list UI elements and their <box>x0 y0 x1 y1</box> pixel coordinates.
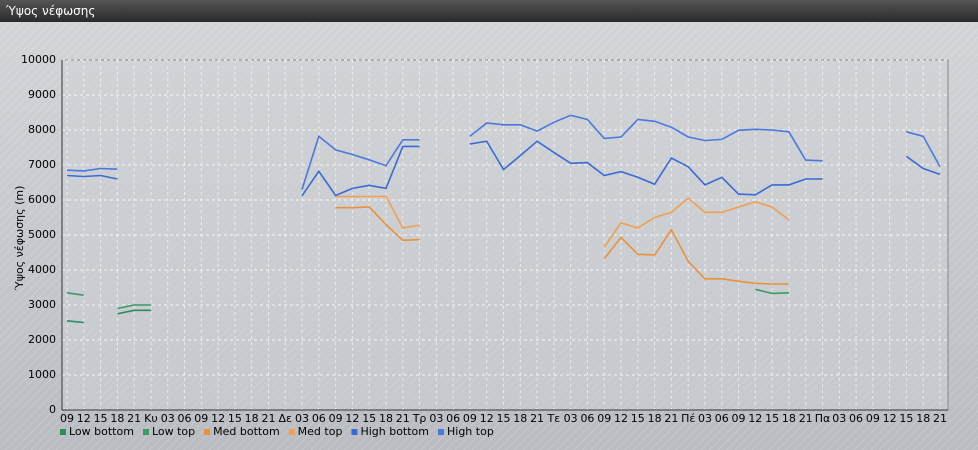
x-tick-label: 21 <box>933 412 947 425</box>
y-tick-label: 7000 <box>28 158 56 171</box>
x-tick-label: 09 <box>597 412 611 425</box>
x-tick-label: 12 <box>883 412 897 425</box>
x-tick-label: 09 <box>60 412 74 425</box>
x-tick-label: 09 <box>866 412 880 425</box>
x-tick-label: 03 <box>564 412 578 425</box>
y-tick-label: 9000 <box>28 88 56 101</box>
x-tick-label: 12 <box>77 412 91 425</box>
x-tick-label: 12 <box>345 412 359 425</box>
x-tick-label: 09 <box>329 412 343 425</box>
series-line <box>66 309 151 324</box>
legend-swatch <box>204 429 211 435</box>
x-tick-label: 06 <box>178 412 192 425</box>
x-tick-label: 15 <box>362 412 376 425</box>
x-tick-label: 12 <box>480 412 494 425</box>
legend-swatch <box>438 429 444 435</box>
y-tick-label: 4000 <box>28 263 56 276</box>
series-line <box>335 206 789 285</box>
x-tick-label: 21 <box>530 412 544 425</box>
x-tick-label: 15 <box>228 412 242 425</box>
x-tick-label: Τρ <box>412 412 427 425</box>
legend-label: Med top <box>298 425 343 438</box>
x-tick-label: 18 <box>648 412 662 425</box>
y-tick-label: 10000 <box>21 53 56 66</box>
y-tick-label: 0 <box>49 403 56 416</box>
x-tick-label: 06 <box>580 412 594 425</box>
y-tick-label: 6000 <box>28 193 56 206</box>
legend-swatch <box>142 429 149 435</box>
x-tick-label: 18 <box>513 412 527 425</box>
x-tick-label: 09 <box>194 412 208 425</box>
legend-swatch <box>60 429 66 435</box>
y-tick-label: 1000 <box>28 368 56 381</box>
x-tick-label: 03 <box>429 412 443 425</box>
x-tick-label: 18 <box>110 412 124 425</box>
x-tick-label: 15 <box>631 412 645 425</box>
y-tick-label: 3000 <box>28 298 56 311</box>
x-tick-label: Πέ <box>681 412 695 425</box>
x-tick-label: 21 <box>799 412 813 425</box>
legend-swatch <box>288 429 295 435</box>
x-tick-label: 21 <box>664 412 678 425</box>
x-tick-label: 21 <box>127 412 141 425</box>
x-tick-label: Δε <box>279 412 293 425</box>
y-tick-label: 8000 <box>28 123 56 136</box>
x-tick-label: 03 <box>295 412 309 425</box>
x-tick-label: 12 <box>748 412 762 425</box>
legend-swatch <box>351 429 358 435</box>
x-tick-label: 12 <box>211 412 225 425</box>
legend-label: Low bottom <box>69 425 134 438</box>
x-tick-label: Κυ <box>144 412 158 425</box>
x-tick-label: 09 <box>463 412 477 425</box>
x-tick-label: 06 <box>446 412 460 425</box>
x-tick-label: 06 <box>312 412 326 425</box>
x-tick-label: 18 <box>379 412 393 425</box>
x-tick-label: 18 <box>245 412 259 425</box>
x-tick-label: 06 <box>849 412 863 425</box>
legend-label: Med bottom <box>213 425 280 438</box>
x-tick-label: Πα <box>815 412 831 425</box>
x-tick-label: 03 <box>698 412 712 425</box>
series-line <box>66 140 941 197</box>
y-axis-label: Ύψος νέφωσης (m) <box>13 186 26 292</box>
series-line <box>66 114 941 190</box>
y-tick-label: 5000 <box>28 228 56 241</box>
legend-label: Low top <box>152 425 195 438</box>
legend-label: High top <box>447 425 494 438</box>
legend-label: High bottom <box>360 425 429 438</box>
x-tick-label: 06 <box>715 412 729 425</box>
x-tick-label: 15 <box>497 412 511 425</box>
x-tick-label: 15 <box>765 412 779 425</box>
x-tick-label: 15 <box>899 412 913 425</box>
x-tick-label: 18 <box>782 412 796 425</box>
x-tick-label: 21 <box>396 412 410 425</box>
y-tick-label: 2000 <box>28 333 56 346</box>
x-tick-label: 21 <box>261 412 275 425</box>
x-tick-label: Τε <box>547 412 561 425</box>
series-line <box>66 288 789 310</box>
x-tick-label: 12 <box>614 412 628 425</box>
x-tick-label: 15 <box>94 412 108 425</box>
series-line <box>335 195 790 248</box>
x-tick-label: 18 <box>916 412 930 425</box>
window-title: Ύψος νέφωσης <box>0 0 978 22</box>
x-tick-label: 03 <box>832 412 846 425</box>
x-tick-label: 03 <box>161 412 175 425</box>
chart: Ύψος νέφωσης (m) 0 1000 2000 3000 4000 5000 60… <box>0 22 978 450</box>
x-tick-label: 09 <box>732 412 746 425</box>
